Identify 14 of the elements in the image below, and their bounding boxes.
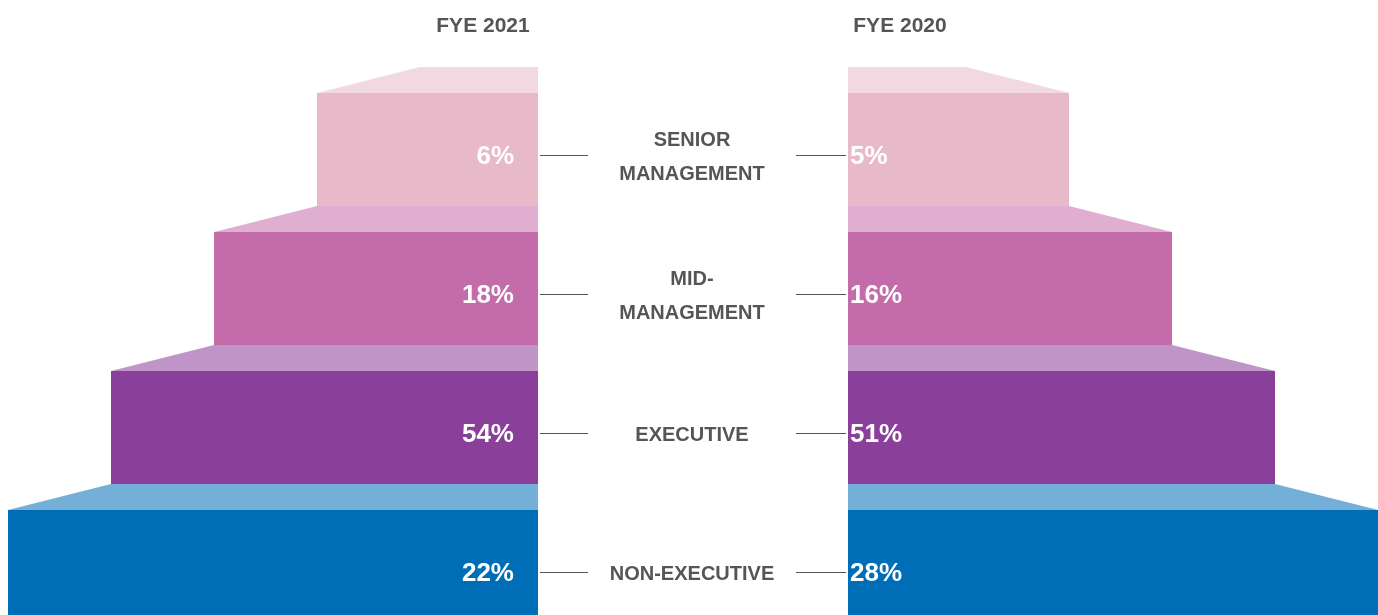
category-label: NON-EXECUTIVE xyxy=(609,561,775,584)
category-label: MID-MANAGEMENT xyxy=(619,266,765,323)
data-label: 22% xyxy=(461,556,514,587)
data-label: 16% xyxy=(850,278,903,309)
data-label: 6% xyxy=(476,139,514,170)
data-label: 18% xyxy=(461,278,514,309)
data-label: 5% xyxy=(850,139,888,170)
text: FYE 2021 xyxy=(436,13,531,36)
data-label: 54% xyxy=(461,417,514,448)
category-label: SENIOR MANAGEMENT xyxy=(619,127,765,184)
text: FYE 2020 xyxy=(853,13,947,36)
data-label: 51% xyxy=(850,417,903,448)
data-label: 28% xyxy=(850,556,903,587)
category-label: EXECUTIVE xyxy=(635,422,749,445)
